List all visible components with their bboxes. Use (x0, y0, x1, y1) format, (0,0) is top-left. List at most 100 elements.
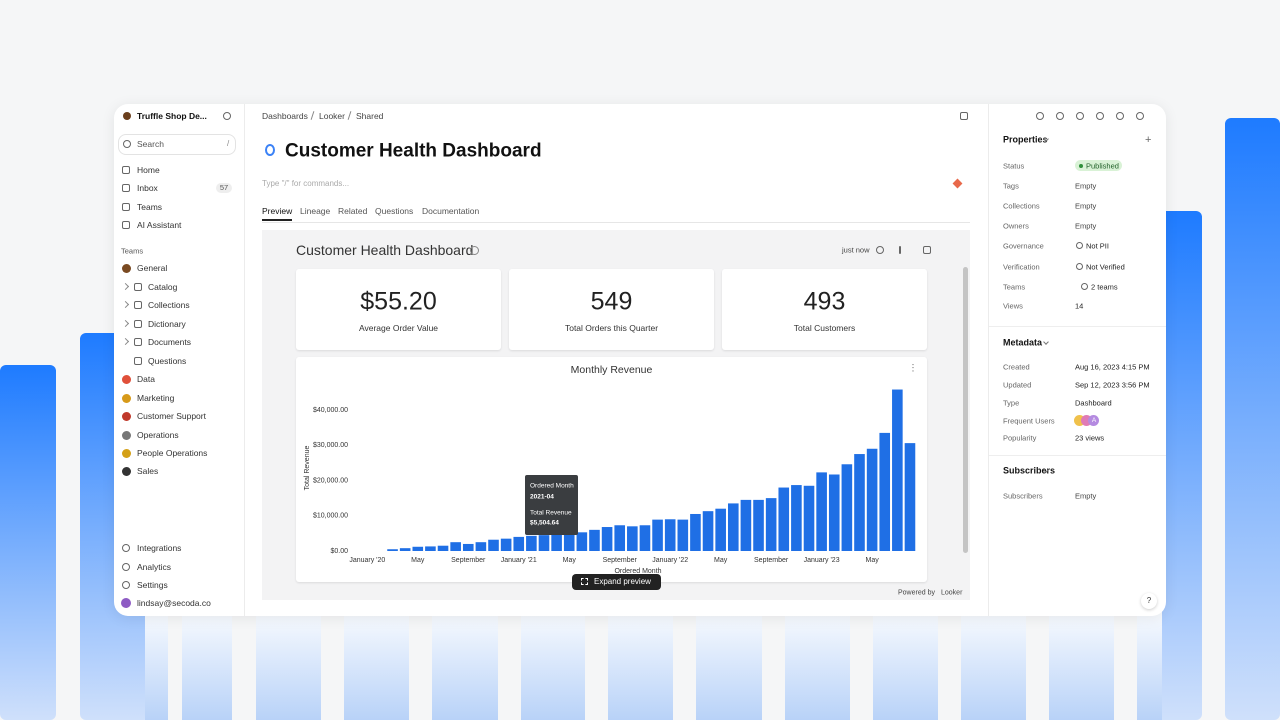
property-label: Views (1003, 301, 1023, 311)
user-email[interactable]: lindsay@secoda.co (137, 597, 211, 608)
property-label: Updated (1003, 380, 1032, 390)
tab[interactable]: Questions (375, 205, 414, 216)
property-value: 23 views (1075, 433, 1105, 443)
tab[interactable]: Preview (262, 205, 293, 216)
bar (803, 485, 815, 551)
team-item[interactable]: Catalog (148, 281, 178, 292)
tab[interactable]: Lineage (300, 205, 331, 216)
icon (134, 301, 142, 309)
team-item[interactable]: Sales (137, 465, 159, 476)
team-item[interactable]: General (137, 262, 168, 273)
y-axis-label: Total Revenue (304, 446, 311, 491)
icon (1076, 112, 1084, 120)
icon (899, 246, 901, 254)
avatar-initial: A (1091, 416, 1097, 424)
decor-bar (1225, 118, 1280, 720)
bar (488, 539, 499, 551)
nav-item[interactable]: Integrations (137, 542, 182, 553)
nav-item[interactable]: Teams (137, 201, 163, 212)
bar (740, 499, 752, 551)
team-item[interactable]: Operations (137, 429, 179, 440)
x-tick-label: January '21 (501, 557, 537, 564)
page-icon (265, 144, 275, 156)
menu-icon: ⋮ (909, 362, 918, 372)
team-item[interactable]: People Operations (137, 447, 208, 458)
team-item[interactable]: Documents (148, 336, 191, 347)
tab-underline (262, 219, 292, 221)
decor-bar (0, 365, 56, 720)
property-label: Owners (1003, 221, 1029, 231)
property-label: Popularity (1003, 433, 1037, 443)
icon (134, 320, 142, 328)
breadcrumb-item[interactable]: Shared (356, 110, 384, 121)
team-icon (122, 375, 131, 384)
refresh-time: just now (842, 245, 870, 255)
avatar (1081, 415, 1092, 426)
tooltip-label: Total Revenue (530, 510, 572, 517)
property-label: Tags (1003, 181, 1019, 191)
property-value[interactable]: Published (1086, 161, 1119, 171)
avatar (1088, 415, 1099, 426)
icon (122, 166, 130, 174)
expand-icon (581, 578, 588, 585)
property-value[interactable]: 14 (1075, 301, 1084, 311)
y-tick-label: $0.00 (330, 548, 348, 555)
nav-item[interactable]: Home (137, 164, 160, 175)
icon (122, 221, 130, 229)
bar (664, 519, 676, 551)
section-heading[interactable]: Metadata (1003, 337, 1043, 348)
expand-button[interactable] (572, 574, 661, 590)
property-value[interactable]: Not PII (1086, 241, 1109, 251)
tab[interactable]: Related (338, 205, 368, 216)
tab[interactable]: Documentation (422, 205, 480, 216)
section-heading[interactable]: Properties (1003, 134, 1048, 145)
tooltip-category: 2021-04 (530, 494, 554, 501)
section-heading[interactable]: Subscribers (1003, 465, 1056, 476)
property-value: Sep 12, 2023 3:56 PM (1075, 380, 1150, 390)
bar (727, 503, 739, 551)
icon (923, 246, 931, 254)
bar (791, 485, 802, 551)
bar (551, 531, 562, 551)
team-item[interactable]: Data (137, 373, 155, 384)
command-input[interactable]: Type "/" for commands... (262, 179, 350, 188)
y-tick-label: $40,000.00 (313, 407, 348, 414)
nav-item[interactable]: AI Assistant (137, 219, 182, 230)
property-value: Empty (1075, 491, 1097, 501)
page-title: Customer Health Dashboard (285, 140, 542, 162)
nav-item[interactable]: Inbox (137, 182, 158, 193)
help-button[interactable]: ? (1141, 593, 1157, 609)
sidebar-divider (244, 104, 245, 616)
bar (841, 464, 853, 551)
x-tick-label: September (451, 557, 486, 564)
add-button[interactable]: + (1145, 134, 1152, 146)
team-item[interactable]: Questions (148, 355, 187, 366)
icon (1096, 112, 1104, 120)
breadcrumb-item[interactable]: Looker (319, 110, 345, 121)
team-icon (122, 412, 131, 421)
nav-item[interactable]: Settings (137, 579, 168, 590)
property-value[interactable]: Empty (1075, 181, 1097, 191)
team-item[interactable]: Dictionary (148, 318, 186, 329)
team-item[interactable]: Collections (148, 299, 190, 310)
y-tick-label: $20,000.00 (313, 477, 348, 484)
favorite-icon (470, 246, 479, 255)
team-item[interactable]: Customer Support (137, 410, 206, 421)
icon (134, 357, 142, 365)
nav-item[interactable]: Analytics (137, 561, 172, 572)
property-value[interactable]: Empty (1075, 221, 1097, 231)
bar (614, 525, 626, 551)
breadcrumb-item[interactable]: Dashboards (262, 110, 308, 121)
property-value[interactable]: 2 teams (1091, 282, 1118, 292)
kpi-card (722, 269, 927, 350)
bar (904, 443, 916, 551)
property-value[interactable]: Empty (1075, 201, 1097, 211)
kpi-card (296, 269, 501, 350)
search-box[interactable] (118, 134, 236, 155)
kpi-value: $55.20 (360, 287, 437, 316)
kpi-card (509, 269, 714, 350)
property-value[interactable]: Not Verified (1086, 262, 1125, 272)
team-item[interactable]: Marketing (137, 392, 175, 403)
workspace-name[interactable]: Truffle Shop De... (137, 110, 207, 121)
bar (387, 549, 398, 551)
